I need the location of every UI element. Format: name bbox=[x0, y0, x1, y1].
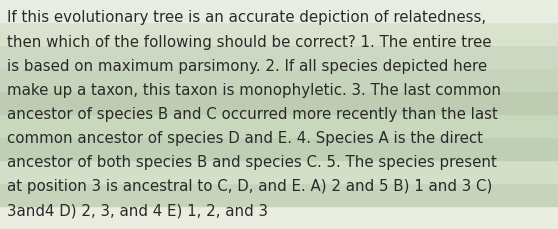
Text: ancestor of species B and C occurred more recently than the last: ancestor of species B and C occurred mor… bbox=[7, 106, 498, 121]
Bar bbox=[0, 160, 558, 183]
Text: then which of the following should be correct? 1. The entire tree: then which of the following should be co… bbox=[7, 34, 492, 49]
Text: at position 3 is ancestral to C, D, and E. A) 2 and 5 B) 1 and 3 C): at position 3 is ancestral to C, D, and … bbox=[7, 179, 493, 194]
Text: make up a taxon, this taxon is monophyletic. 3. The last common: make up a taxon, this taxon is monophyle… bbox=[7, 82, 501, 97]
Bar bbox=[0, 114, 558, 137]
Bar bbox=[0, 206, 558, 229]
Text: If this evolutionary tree is an accurate depiction of relatedness,: If this evolutionary tree is an accurate… bbox=[7, 10, 487, 25]
Text: is based on maximum parsimony. 2. If all species depicted here: is based on maximum parsimony. 2. If all… bbox=[7, 58, 487, 73]
Text: ancestor of both species B and species C. 5. The species present: ancestor of both species B and species C… bbox=[7, 155, 497, 169]
Bar bbox=[0, 23, 558, 46]
Text: 3and4 D) 2, 3, and 4 E) 1, 2, and 3: 3and4 D) 2, 3, and 4 E) 1, 2, and 3 bbox=[7, 203, 268, 218]
Bar bbox=[0, 46, 558, 69]
Text: common ancestor of species D and E. 4. Species A is the direct: common ancestor of species D and E. 4. S… bbox=[7, 131, 483, 145]
Bar bbox=[0, 183, 558, 206]
Bar bbox=[0, 69, 558, 92]
Bar bbox=[0, 137, 558, 160]
Bar bbox=[0, 92, 558, 114]
Bar bbox=[0, 0, 558, 23]
